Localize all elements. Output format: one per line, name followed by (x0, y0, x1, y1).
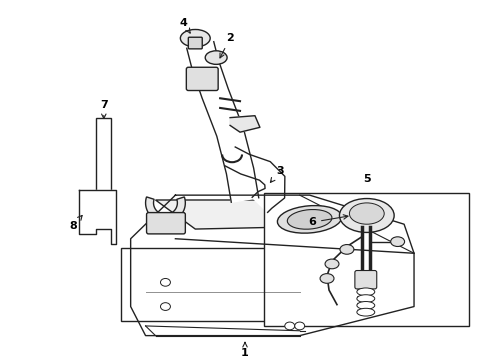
Ellipse shape (180, 30, 210, 47)
Text: 5: 5 (363, 174, 370, 184)
Ellipse shape (357, 295, 375, 302)
Ellipse shape (357, 288, 375, 296)
Polygon shape (225, 147, 285, 212)
Ellipse shape (320, 274, 334, 283)
Text: 3: 3 (270, 166, 284, 183)
Bar (265, 193, 469, 326)
Ellipse shape (294, 322, 305, 330)
Polygon shape (155, 200, 419, 229)
Text: 4: 4 (179, 18, 190, 33)
Ellipse shape (340, 198, 394, 233)
FancyBboxPatch shape (355, 270, 377, 289)
Text: 8: 8 (69, 215, 82, 231)
Ellipse shape (391, 237, 405, 247)
FancyBboxPatch shape (147, 213, 185, 234)
Ellipse shape (287, 210, 332, 229)
Polygon shape (121, 248, 300, 321)
Ellipse shape (277, 206, 342, 233)
FancyBboxPatch shape (186, 67, 218, 90)
Text: 6: 6 (308, 215, 348, 227)
Ellipse shape (161, 279, 171, 286)
Ellipse shape (357, 302, 375, 309)
Bar (96, 118, 111, 195)
Ellipse shape (285, 322, 294, 330)
Ellipse shape (340, 244, 354, 254)
Text: 1: 1 (241, 342, 249, 358)
Text: 7: 7 (100, 100, 108, 118)
Ellipse shape (349, 203, 384, 224)
Polygon shape (146, 197, 185, 222)
FancyBboxPatch shape (188, 37, 202, 49)
Ellipse shape (357, 308, 375, 316)
Polygon shape (187, 42, 259, 202)
Polygon shape (79, 190, 116, 244)
Text: 2: 2 (220, 33, 234, 58)
Ellipse shape (325, 259, 339, 269)
Polygon shape (131, 195, 414, 336)
Ellipse shape (205, 51, 227, 64)
Ellipse shape (161, 303, 171, 310)
Polygon shape (230, 116, 260, 132)
